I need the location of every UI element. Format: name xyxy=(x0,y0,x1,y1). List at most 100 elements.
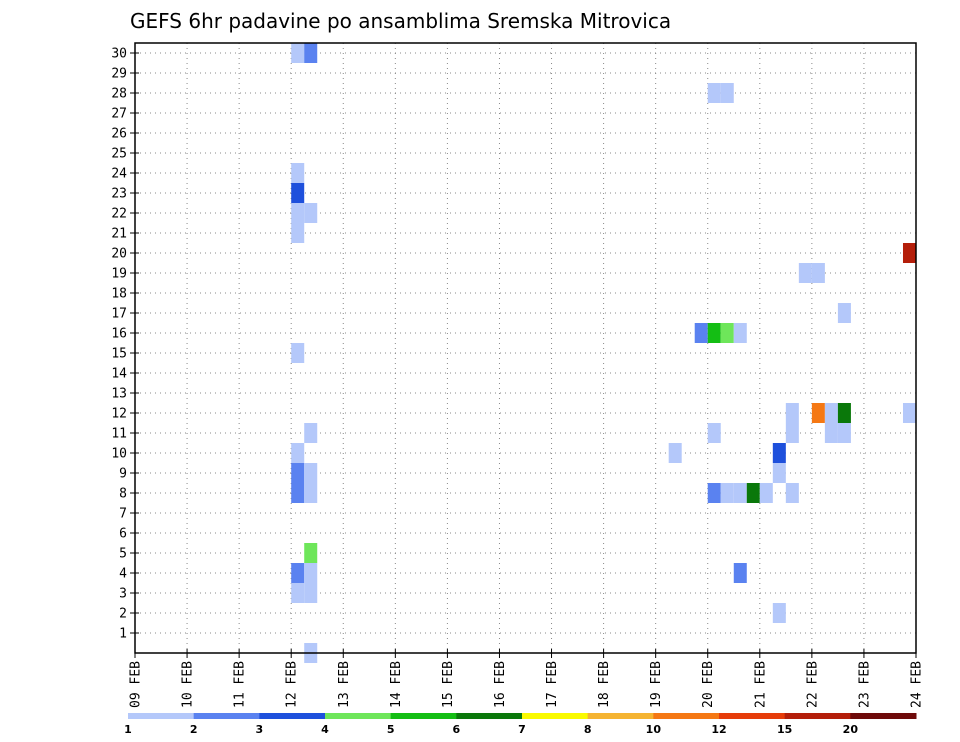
precip-cell xyxy=(772,463,786,483)
precip-cell xyxy=(746,483,760,503)
x-tick-label: 20 FEB xyxy=(701,661,716,708)
y-tick-label: 7 xyxy=(119,507,127,522)
precip-cell xyxy=(291,203,305,223)
colorbar-swatch xyxy=(587,713,654,719)
x-tick-label: 16 FEB xyxy=(493,661,508,708)
precip-cell xyxy=(707,483,721,503)
precip-cell xyxy=(291,463,305,483)
precip-cell xyxy=(304,43,318,63)
x-tick-label: 19 FEB xyxy=(649,661,664,708)
x-tick-label: 17 FEB xyxy=(545,661,560,708)
y-tick-label: 21 xyxy=(111,227,127,242)
precip-cell xyxy=(902,243,916,263)
x-tick-label: 10 FEB xyxy=(181,661,196,708)
colorbar-label: 10 xyxy=(646,723,662,736)
precip-cell xyxy=(707,423,721,443)
y-tick-label: 2 xyxy=(119,607,127,622)
precip-cell xyxy=(837,423,851,443)
y-tick-label: 10 xyxy=(111,447,127,462)
precip-cell xyxy=(720,323,734,343)
y-tick-label: 25 xyxy=(111,147,127,162)
precip-cell xyxy=(707,83,721,103)
precip-cell xyxy=(291,163,305,183)
x-tick-label: 18 FEB xyxy=(597,661,612,708)
precip-cell xyxy=(720,483,734,503)
precip-cell xyxy=(291,183,305,203)
colorbar-swatch xyxy=(653,713,720,719)
y-tick-label: 18 xyxy=(111,287,127,302)
colorbar-swatch xyxy=(128,713,195,719)
colorbar-label: 4 xyxy=(321,723,329,736)
y-tick-label: 1 xyxy=(119,627,127,642)
precip-cell xyxy=(811,403,825,423)
colorbar-label: 8 xyxy=(584,723,592,736)
colorbar-label: 15 xyxy=(777,723,792,736)
colorbar: 1 2 3 4 5 6 7 8 10 12 15 20 xyxy=(124,713,917,736)
precip-cell xyxy=(785,483,799,503)
grid-lines xyxy=(135,43,916,653)
precip-cell xyxy=(759,483,773,503)
x-tick-label: 11 FEB xyxy=(233,661,248,708)
precip-cell xyxy=(785,423,799,443)
precip-cell xyxy=(668,443,682,463)
precip-cells xyxy=(291,43,916,663)
precip-cell xyxy=(811,263,825,283)
x-axis: 09 FEB 10 FEB 11 FEB 12 FEB 13 FEB 14 FEB 15 F… xyxy=(129,649,925,708)
y-tick-label: 4 xyxy=(119,567,127,582)
precip-cell xyxy=(824,423,838,443)
y-axis: 1234567891011121314151617181920212223242… xyxy=(111,47,139,642)
colorbar-label: 12 xyxy=(711,723,726,736)
precip-cell xyxy=(798,263,812,283)
colorbar-label: 7 xyxy=(518,723,526,736)
colorbar-swatch xyxy=(456,713,523,719)
colorbar-swatch xyxy=(719,713,786,719)
precip-cell xyxy=(304,423,318,443)
precip-cell xyxy=(733,563,747,583)
y-tick-label: 3 xyxy=(119,587,127,602)
precip-cell xyxy=(785,403,799,423)
precip-cell xyxy=(291,443,305,463)
y-tick-label: 28 xyxy=(111,87,127,102)
y-tick-label: 14 xyxy=(111,367,127,382)
precip-cell xyxy=(733,323,747,343)
colorbar-label: 20 xyxy=(843,723,859,736)
y-tick-label: 12 xyxy=(111,407,127,422)
x-tick-label: 13 FEB xyxy=(337,661,352,708)
y-tick-label: 27 xyxy=(111,107,127,122)
precip-cell xyxy=(304,463,318,483)
precip-cell xyxy=(291,223,305,243)
precip-cell xyxy=(304,583,318,603)
precip-cell xyxy=(772,603,786,623)
x-tick-label: 14 FEB xyxy=(389,661,404,708)
precip-cell xyxy=(304,543,318,563)
precip-cell xyxy=(707,323,721,343)
plot-frame xyxy=(134,42,917,654)
colorbar-swatch xyxy=(193,713,260,719)
y-tick-label: 24 xyxy=(111,167,127,182)
y-tick-label: 17 xyxy=(111,307,127,322)
y-tick-label: 13 xyxy=(111,387,127,402)
precip-cell xyxy=(291,43,305,63)
precip-cell xyxy=(720,83,734,103)
colorbar-swatch xyxy=(522,713,589,719)
y-tick-label: 30 xyxy=(111,47,127,62)
precip-cell xyxy=(304,563,318,583)
precip-cell xyxy=(837,403,851,423)
x-tick-label: 24 FEB xyxy=(910,661,925,708)
x-tick-label: 22 FEB xyxy=(805,661,820,708)
x-tick-label: 21 FEB xyxy=(753,661,768,708)
y-tick-label: 6 xyxy=(119,527,127,542)
precip-cell xyxy=(824,403,838,423)
colorbar-label: 2 xyxy=(190,723,198,736)
colorbar-swatch xyxy=(325,713,392,719)
y-tick-label: 5 xyxy=(119,547,127,562)
y-tick-label: 15 xyxy=(111,347,127,362)
precip-cell xyxy=(304,483,318,503)
precip-cell xyxy=(304,203,318,223)
precip-cell xyxy=(291,563,305,583)
x-tick-label: 09 FEB xyxy=(129,661,144,708)
y-tick-label: 26 xyxy=(111,127,127,142)
y-tick-label: 20 xyxy=(111,247,127,262)
precip-cell xyxy=(291,583,305,603)
y-tick-label: 16 xyxy=(111,327,127,342)
